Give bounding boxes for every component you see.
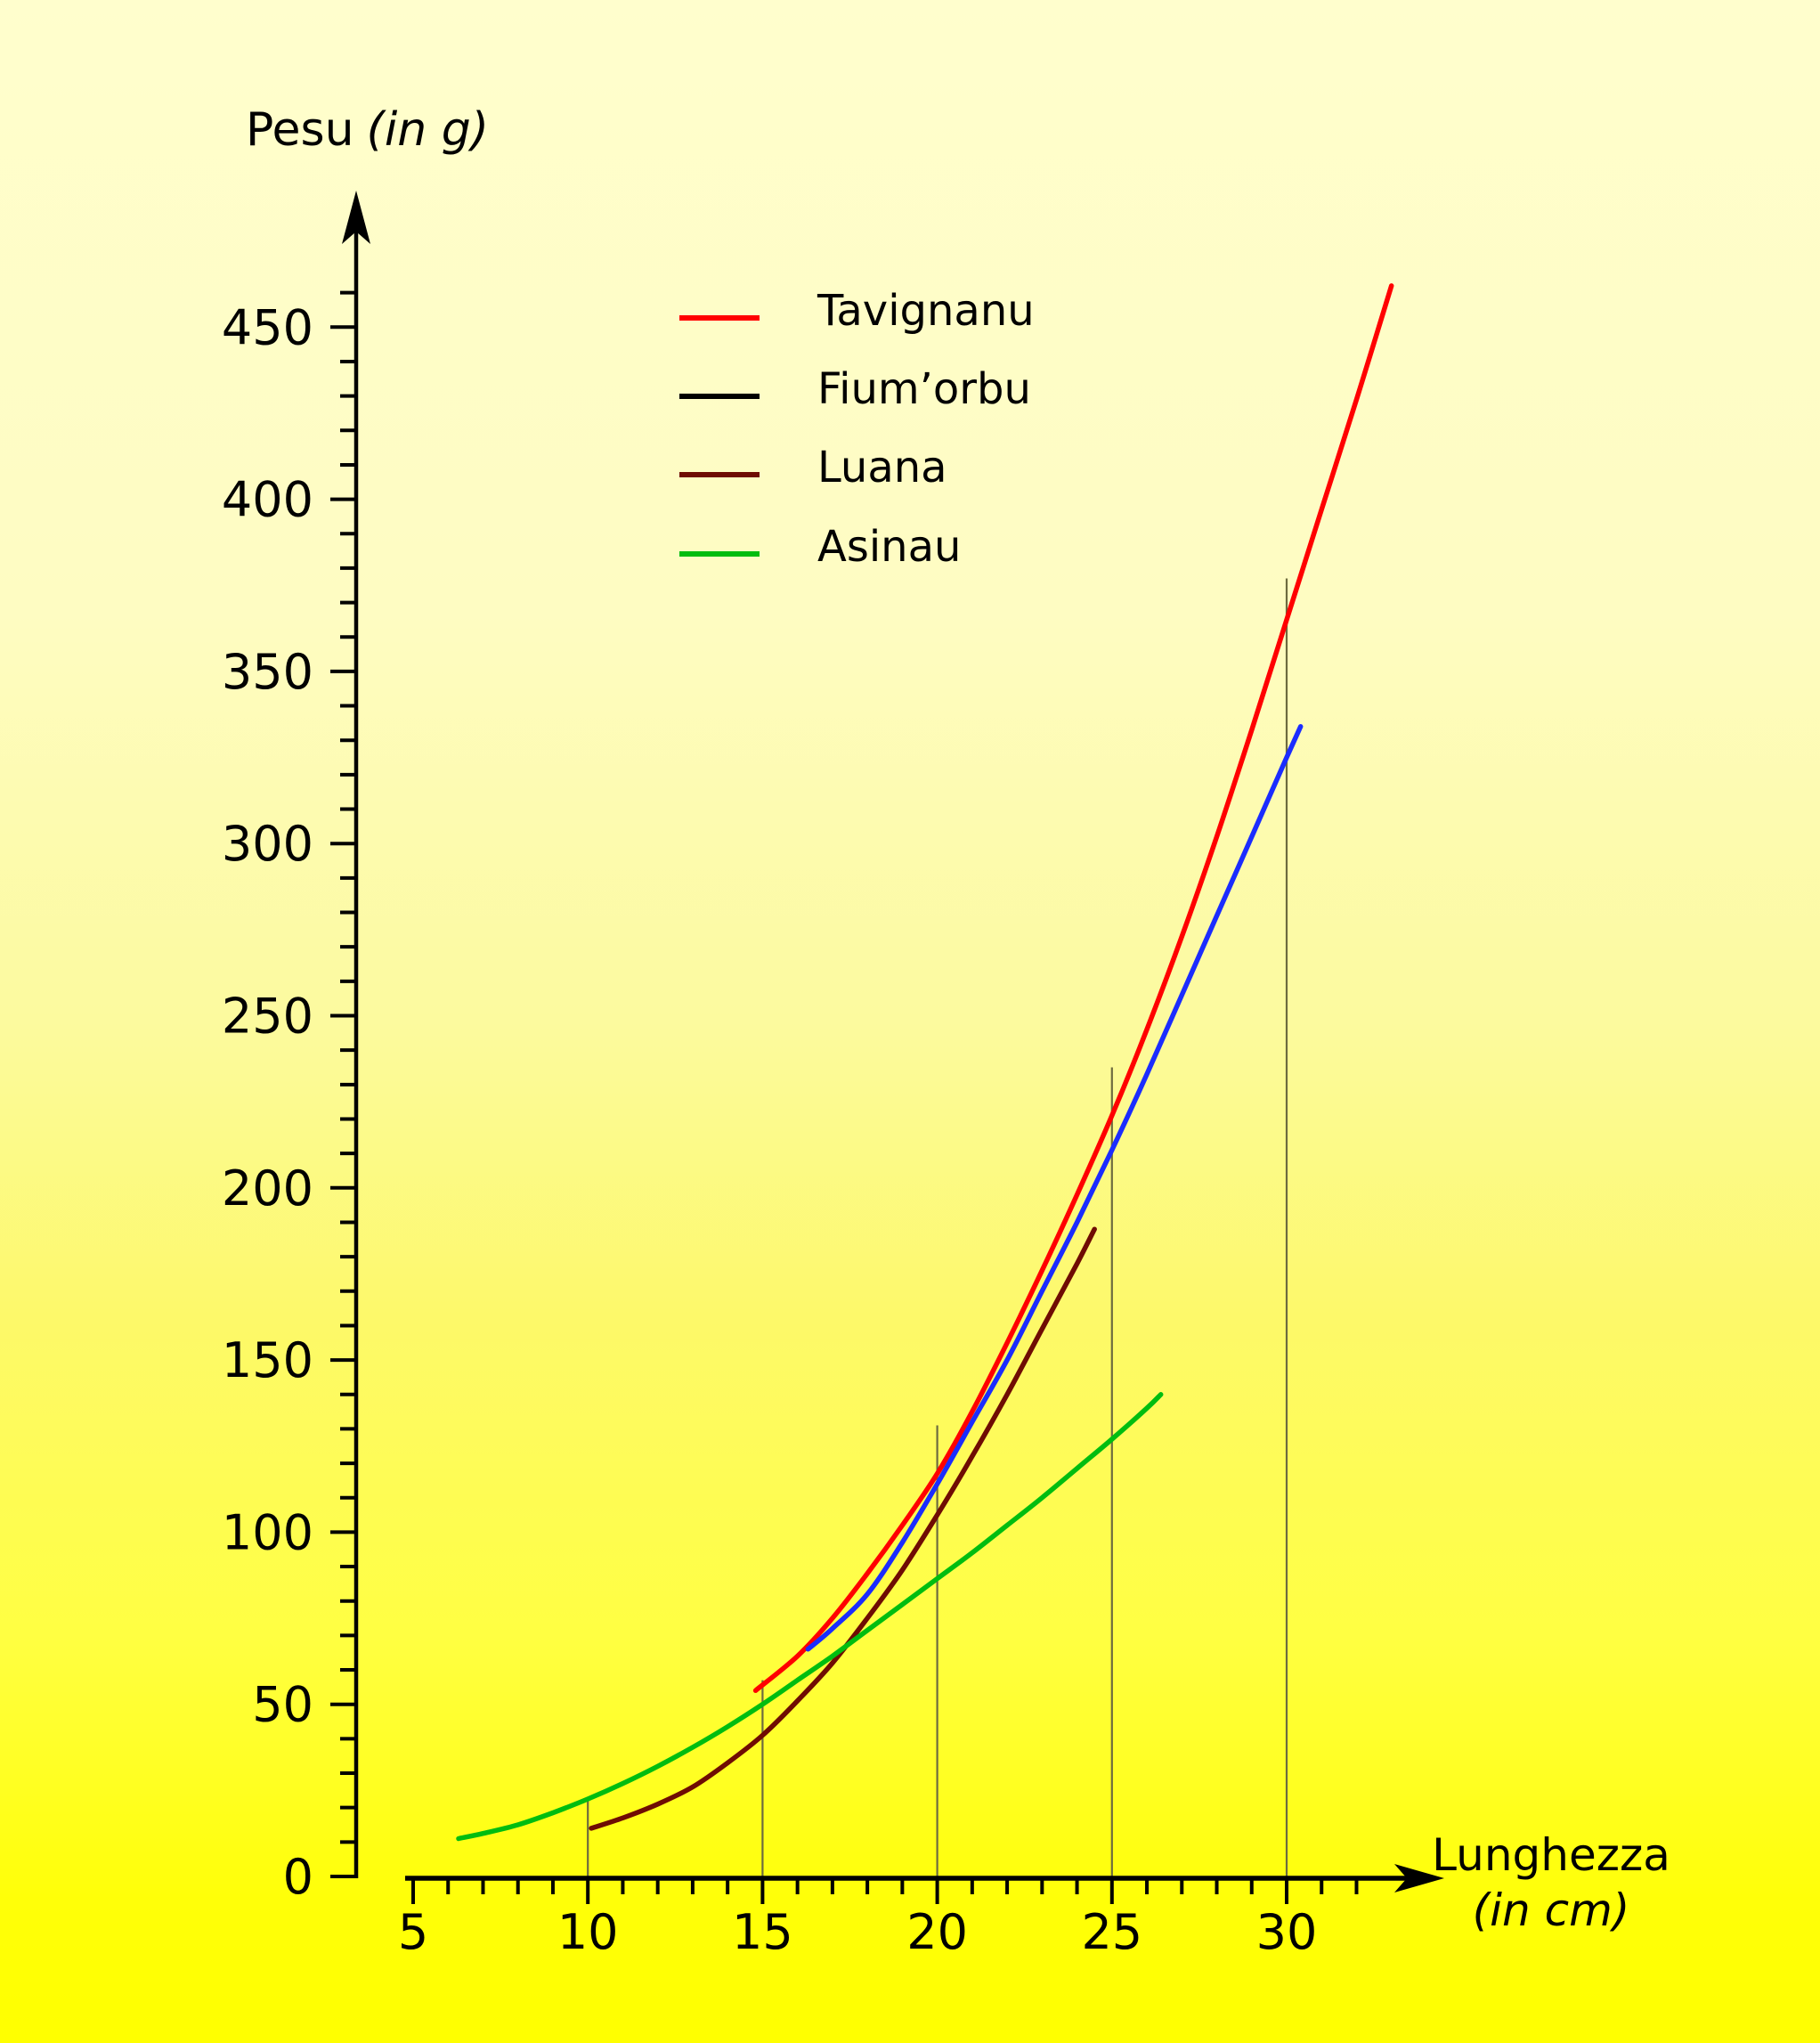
y-axis-title: Pesu (in g) — [246, 103, 489, 157]
x-tick-label-5: 5 — [398, 1904, 428, 1960]
y-tick-label-0: 0 — [283, 1849, 313, 1905]
y-tick-label-150: 150 — [222, 1332, 313, 1388]
curve-asinau — [456, 1392, 1164, 1842]
x-axis-title-unit: (in cm) — [1472, 1884, 1630, 1936]
y-tick-label-450: 450 — [222, 299, 313, 355]
curve-luana — [589, 1226, 1097, 1831]
y-tick-label-100: 100 — [222, 1504, 313, 1560]
legend-label-tavignanu: Tavignanu — [817, 286, 1035, 336]
y-axis-arrow-icon — [342, 191, 370, 244]
x-tick-label-10: 10 — [557, 1904, 619, 1960]
legend-label-luana: Luana — [817, 443, 947, 492]
legend-label-fium-orbu: Fium’orbu — [817, 364, 1031, 414]
legend-label-asinau: Asinau — [817, 522, 961, 572]
y-tick-label-200: 200 — [222, 1160, 313, 1217]
x-tick-label-30: 30 — [1256, 1904, 1318, 1960]
y-tick-label-300: 300 — [222, 816, 313, 872]
x-tick-label-15: 15 — [732, 1904, 793, 1960]
curve-fium-orbu — [805, 724, 1304, 1652]
y-tick-label-400: 400 — [222, 472, 313, 528]
y-axis-title-text: Pesu — [246, 103, 354, 157]
x-tick-label-25: 25 — [1081, 1904, 1142, 1960]
curve-tavignanu — [752, 283, 1394, 1693]
y-tick-label-250: 250 — [222, 989, 313, 1045]
x-axis-arrow-icon — [1394, 1864, 1444, 1892]
y-tick-label-350: 350 — [222, 644, 313, 700]
x-axis-title-text: Lunghezza — [1432, 1829, 1670, 1881]
x-tick-label-20: 20 — [906, 1904, 968, 1960]
x-axis-title: Lunghezza (in cm) — [1418, 1827, 1685, 1938]
y-tick-label-50: 50 — [252, 1677, 313, 1733]
y-axis-title-unit: (in g) — [366, 103, 490, 157]
